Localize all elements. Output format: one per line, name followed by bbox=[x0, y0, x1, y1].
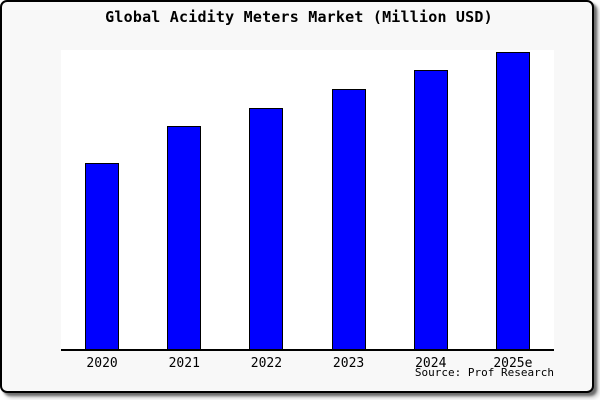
x-axis-labels: 2020 2021 2022 2023 2024 2025e bbox=[61, 356, 554, 374]
bar-2023 bbox=[331, 89, 366, 349]
x-tick-label-2022: 2022 bbox=[250, 356, 283, 371]
source-caption: Source: Prof Research bbox=[414, 366, 554, 379]
x-tick-label-2020: 2020 bbox=[86, 356, 118, 371]
x-tick-label-2025e: 2025e bbox=[493, 356, 533, 371]
x-tick-label-2023: 2023 bbox=[332, 356, 365, 371]
bar-2025e bbox=[495, 51, 530, 349]
bar-2020 bbox=[85, 163, 120, 349]
bar-2021 bbox=[167, 126, 202, 349]
bar-2024 bbox=[413, 70, 448, 349]
x-tick-label-2024: 2024 bbox=[415, 356, 447, 371]
chart-title: Global Acidity Meters Market (Million US… bbox=[105, 8, 493, 26]
x-tick-label-2021: 2021 bbox=[168, 356, 200, 371]
bar-2022 bbox=[249, 107, 284, 349]
chart-card: Global Acidity Meters Market (Million US… bbox=[0, 0, 594, 393]
plot-area bbox=[61, 50, 554, 351]
